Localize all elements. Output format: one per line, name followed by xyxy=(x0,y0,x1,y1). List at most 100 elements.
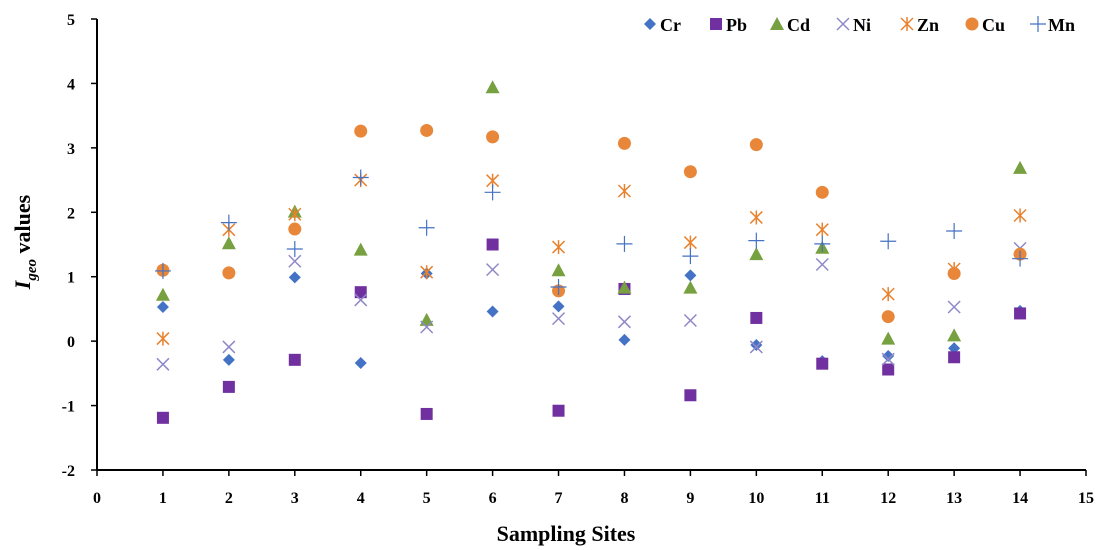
legend-item-pb: Pb xyxy=(710,15,747,35)
point-zn xyxy=(749,210,763,225)
point-pb xyxy=(156,411,169,424)
point-cr xyxy=(354,357,367,370)
point-zn xyxy=(552,240,566,255)
y-tick-label: 1 xyxy=(67,270,75,287)
point-cr xyxy=(948,342,961,355)
point-cr xyxy=(618,333,631,346)
legend-marker-cr xyxy=(644,18,656,30)
point-zn xyxy=(1013,208,1027,223)
point-cu xyxy=(683,165,697,179)
point-cu xyxy=(354,124,368,138)
series-cu xyxy=(156,123,1027,324)
y-tick-label: 5 xyxy=(67,12,75,29)
point-cu xyxy=(288,222,302,236)
y-axis-title: Igeo values xyxy=(10,194,40,290)
series-ni xyxy=(156,241,1027,371)
point-pb xyxy=(948,351,961,364)
point-cd xyxy=(1013,160,1028,174)
legend-label-pb: Pb xyxy=(726,15,747,35)
y-axis-title-suffix: values xyxy=(10,194,35,259)
point-mn xyxy=(814,235,831,252)
point-cd xyxy=(353,242,368,256)
point-ni xyxy=(683,313,697,328)
point-ni xyxy=(354,293,368,307)
legend-item-cd: Cd xyxy=(770,15,810,35)
point-cr xyxy=(222,353,235,366)
point-mn xyxy=(682,248,699,265)
legend-marker-ni xyxy=(836,17,850,31)
point-cd xyxy=(683,280,698,294)
legend-marker-mn xyxy=(1030,16,1046,32)
point-pb xyxy=(552,404,565,417)
point-ni xyxy=(617,315,631,329)
x-tick-labels: 0 1 2 3 4 5 6 7 8 9 10 11 12 13 14 15 xyxy=(93,490,1094,507)
point-cu xyxy=(881,310,895,324)
legend-label-zn: Zn xyxy=(917,15,939,35)
point-zn xyxy=(288,207,302,222)
y-axis-title-subscript: geo xyxy=(24,259,40,282)
point-pb xyxy=(222,380,235,393)
point-ni xyxy=(881,352,895,366)
point-pb xyxy=(1014,307,1027,320)
legend: Cr Pb Cd Ni Zn Cu Mn xyxy=(644,15,1075,35)
x-tick-label: 4 xyxy=(357,490,365,507)
x-tick-label: 8 xyxy=(620,490,628,507)
point-cu xyxy=(749,138,763,152)
point-mn xyxy=(880,233,897,250)
x-tick-label: 12 xyxy=(880,490,896,507)
point-zn xyxy=(156,331,170,346)
x-tick-label: 5 xyxy=(423,490,431,507)
point-ni xyxy=(486,263,500,277)
series-cd xyxy=(155,80,1028,345)
point-mn xyxy=(550,279,567,296)
x-tick-label: 9 xyxy=(686,490,694,507)
x-tick-label: 11 xyxy=(815,490,830,507)
point-cd xyxy=(749,247,764,261)
legend-item-ni: Ni xyxy=(836,15,871,35)
legend-item-cu: Cu xyxy=(965,15,1005,35)
point-zn xyxy=(683,235,697,250)
point-mn xyxy=(220,214,237,231)
point-pb xyxy=(354,286,367,299)
point-cd xyxy=(551,263,566,277)
point-mn xyxy=(946,222,963,239)
point-cu xyxy=(486,130,500,144)
x-tick-label: 7 xyxy=(555,490,563,507)
point-cu xyxy=(815,185,829,199)
point-mn xyxy=(418,219,435,236)
point-cr xyxy=(288,271,301,284)
point-ni xyxy=(552,312,566,326)
point-cd xyxy=(155,287,170,301)
y-tick-label: -2 xyxy=(62,463,75,480)
legend-label-cu: Cu xyxy=(982,15,1005,35)
x-axis-title: Sampling Sites xyxy=(497,521,636,546)
legend-label-mn: Mn xyxy=(1048,15,1075,35)
x-tick-label: 3 xyxy=(291,490,299,507)
point-pb xyxy=(486,238,499,251)
point-cu xyxy=(617,136,631,150)
legend-label-ni: Ni xyxy=(853,15,871,35)
y-tick-label: 3 xyxy=(67,141,75,158)
point-mn xyxy=(286,241,303,258)
point-cd xyxy=(617,280,632,294)
point-mn xyxy=(352,169,369,186)
point-pb xyxy=(750,311,763,324)
point-ni xyxy=(947,300,961,314)
point-cr xyxy=(882,349,895,362)
point-cd xyxy=(221,236,236,250)
point-cu xyxy=(222,266,236,280)
x-tick-label: 10 xyxy=(748,490,764,507)
x-tick-label: 6 xyxy=(489,490,497,507)
point-ni xyxy=(156,357,170,371)
point-mn xyxy=(154,262,171,279)
legend-marker-cd xyxy=(770,17,784,30)
point-cd xyxy=(947,328,962,342)
axes xyxy=(91,18,1087,476)
point-pb xyxy=(420,407,433,420)
x-tick-label: 2 xyxy=(225,490,233,507)
point-zn xyxy=(815,222,829,237)
point-pb xyxy=(684,389,697,402)
point-mn xyxy=(616,235,633,252)
point-mn xyxy=(484,184,501,201)
